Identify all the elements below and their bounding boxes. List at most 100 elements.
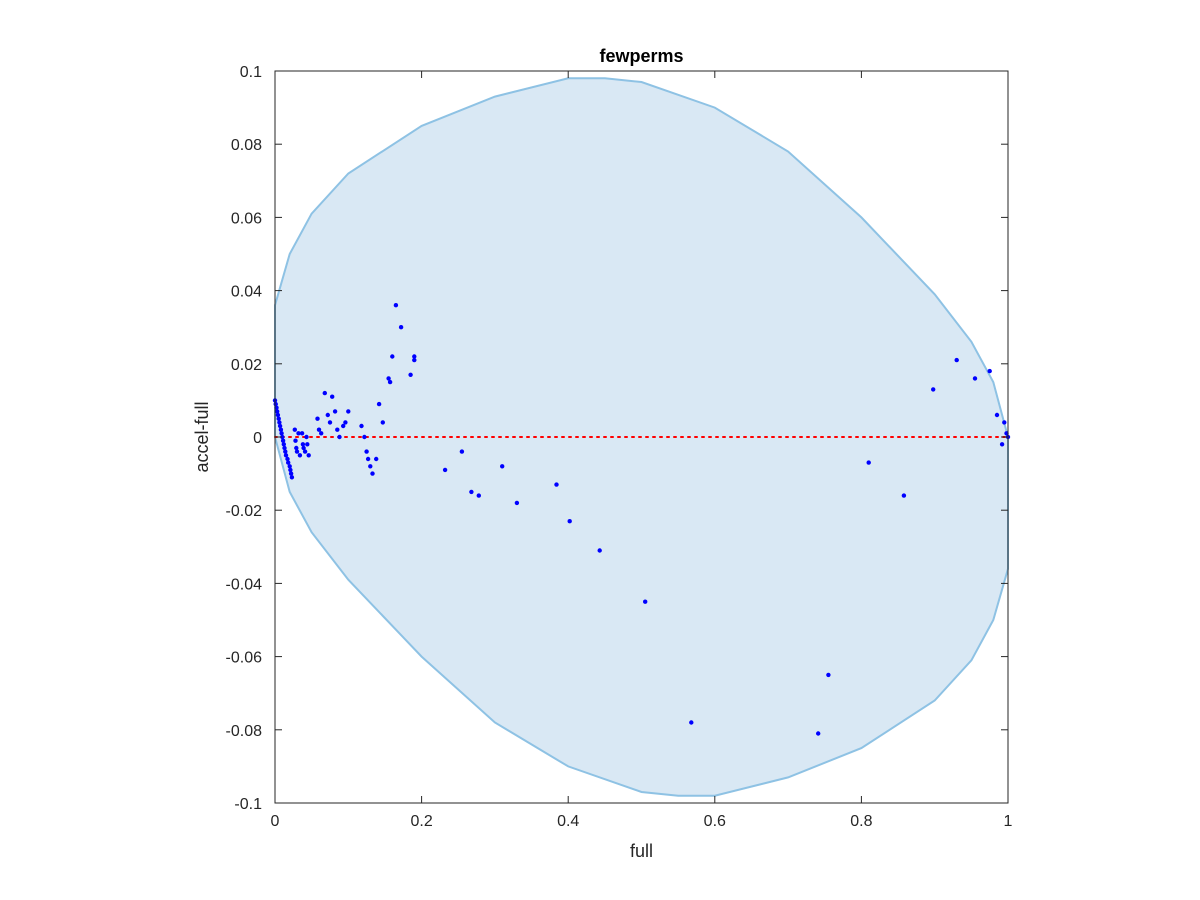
y-tick-label: 0 xyxy=(253,430,262,447)
y-tick-label: 0.02 xyxy=(231,357,262,374)
data-point xyxy=(994,412,1000,418)
data-point xyxy=(296,431,301,436)
data-point xyxy=(374,456,379,462)
data-point xyxy=(287,464,292,469)
data-point xyxy=(299,431,305,436)
data-point xyxy=(972,376,978,381)
data-point xyxy=(866,460,871,465)
data-point xyxy=(376,401,382,407)
data-point xyxy=(300,442,306,447)
y-tick-label: -0.06 xyxy=(226,650,263,667)
data-point xyxy=(294,445,299,451)
data-point xyxy=(279,431,284,436)
data-point xyxy=(365,456,371,462)
data-point xyxy=(319,431,324,436)
data-point xyxy=(412,354,417,359)
x-tick-label: 1 xyxy=(1004,813,1013,830)
data-point xyxy=(332,409,338,414)
data-point xyxy=(359,423,364,429)
data-point xyxy=(554,482,559,487)
data-point xyxy=(364,449,369,454)
data-point xyxy=(293,438,298,443)
data-point xyxy=(514,500,520,506)
y-tick-label: 0.08 xyxy=(231,137,262,154)
data-point xyxy=(370,471,375,476)
data-point xyxy=(476,493,481,498)
data-point xyxy=(999,442,1005,447)
data-point xyxy=(280,438,286,443)
y-tick-label: -0.1 xyxy=(234,796,262,813)
data-point xyxy=(567,519,572,524)
x-axis-label: full xyxy=(630,841,653,861)
data-point xyxy=(343,420,348,425)
data-point xyxy=(315,416,320,421)
x-tick-label: 0 xyxy=(271,813,280,830)
data-point xyxy=(442,467,448,473)
data-point xyxy=(283,449,288,454)
data-point xyxy=(335,427,340,432)
data-point xyxy=(276,416,281,421)
x-tick-label: 0.4 xyxy=(557,813,579,830)
data-point xyxy=(826,672,831,678)
data-point xyxy=(305,442,310,447)
data-point xyxy=(297,453,303,458)
data-point xyxy=(275,412,281,418)
chart-title: fewperms xyxy=(599,46,683,66)
data-point xyxy=(346,409,351,414)
data-point xyxy=(1002,420,1007,425)
y-tick-label: -0.04 xyxy=(226,576,263,593)
y-tick-label: -0.08 xyxy=(226,723,263,740)
data-point xyxy=(412,357,417,363)
data-point xyxy=(954,357,959,363)
data-point xyxy=(294,449,300,454)
data-point xyxy=(288,467,293,473)
x-tick-label: 0.8 xyxy=(850,813,872,830)
data-point xyxy=(325,412,330,418)
y-axis-label: accel-full xyxy=(192,401,212,472)
y-tick-label: 0.04 xyxy=(231,284,262,301)
data-point xyxy=(398,325,404,330)
data-point xyxy=(283,453,289,458)
data-point xyxy=(931,387,936,392)
data-point xyxy=(275,409,280,414)
data-point xyxy=(277,423,283,429)
data-point xyxy=(643,599,648,604)
data-point xyxy=(306,453,311,458)
data-point xyxy=(816,731,821,736)
y-tick-label: 0.06 xyxy=(231,210,262,227)
data-point xyxy=(302,449,308,454)
y-tick-label: 0.1 xyxy=(240,64,262,81)
data-point xyxy=(286,460,291,465)
data-point xyxy=(459,449,465,454)
data-point xyxy=(408,372,413,377)
x-tick-label: 0.6 xyxy=(704,813,726,830)
x-tick-label: 0.2 xyxy=(410,813,432,830)
data-point xyxy=(469,489,474,495)
y-tick-label: -0.02 xyxy=(226,503,263,520)
data-point xyxy=(327,420,333,425)
data-point xyxy=(304,434,309,440)
data-point xyxy=(987,368,992,374)
data-point xyxy=(277,420,282,425)
data-point xyxy=(330,394,335,399)
data-point xyxy=(282,445,287,451)
data-point xyxy=(386,376,391,381)
data-point xyxy=(316,427,322,432)
data-points-layer xyxy=(272,303,1011,736)
data-point xyxy=(380,420,385,425)
data-point xyxy=(322,390,327,396)
data-point xyxy=(292,427,297,432)
data-point xyxy=(337,434,342,440)
data-point xyxy=(341,423,346,429)
data-point xyxy=(289,475,295,480)
data-point xyxy=(390,354,395,359)
data-point xyxy=(288,471,294,476)
data-point xyxy=(368,464,373,469)
data-point xyxy=(500,464,505,469)
data-point xyxy=(901,493,907,498)
data-point xyxy=(387,379,393,385)
data-point xyxy=(280,434,285,440)
data-point xyxy=(285,456,290,462)
data-point xyxy=(689,720,694,725)
